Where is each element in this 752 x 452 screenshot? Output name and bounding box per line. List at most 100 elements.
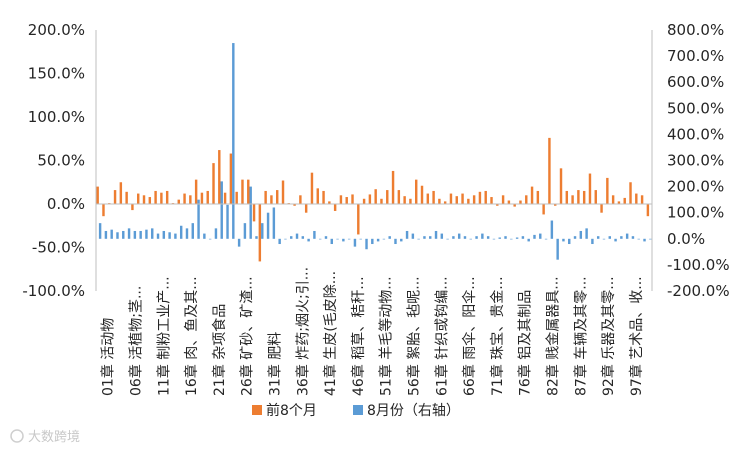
category-label: 26章 矿砂、矿渣... — [239, 276, 256, 396]
right-tick-label: 100.0% — [667, 204, 724, 222]
bar-series-1 — [380, 198, 383, 204]
watermark: 大数跨境 — [10, 429, 80, 445]
bar-series-1 — [472, 195, 476, 204]
bar-series-1 — [536, 190, 540, 204]
bar-series-2 — [226, 204, 229, 239]
bar-series-2 — [220, 181, 223, 239]
bar-series-1 — [200, 192, 204, 204]
bar-series-1 — [438, 198, 441, 204]
right-tick-label: 500.0% — [667, 99, 724, 117]
bar-series-1 — [432, 190, 435, 204]
left-tick-label: 0.0% — [47, 195, 85, 213]
bar-series-1 — [606, 177, 609, 204]
bar-series-2 — [539, 233, 542, 239]
bar-series-1 — [310, 172, 314, 204]
bar-series-2 — [151, 228, 154, 239]
legend-label-series-1: 前8个月 — [266, 402, 317, 419]
bar-series-2 — [139, 230, 142, 239]
category-label: 21章 杂项食品 — [211, 304, 228, 396]
bar-series-2 — [104, 230, 108, 239]
bar-series-1 — [235, 191, 238, 204]
category-label: 31章 肥料 — [267, 332, 284, 396]
bar-series-2 — [110, 229, 113, 239]
bar-series-2 — [533, 234, 536, 239]
right-axis-ticks: 800.0% 700.0% 600.0% 500.0% 400.0% 300.0% 200.… — [667, 21, 730, 300]
bar-series-2 — [486, 236, 490, 239]
category-label: 06章 活植物;茎... — [128, 286, 145, 396]
bar-series-1 — [548, 137, 551, 204]
bar-series-2 — [301, 236, 305, 239]
category-label: 51章 羊毛等动物... — [378, 276, 395, 396]
bar-series-1 — [542, 204, 545, 215]
bar-series-1 — [449, 193, 453, 204]
legend: 前8个月 8月份（右轴） — [252, 402, 460, 419]
bar-series-2 — [145, 229, 148, 239]
bar-series-2 — [232, 43, 235, 239]
bar-series-2 — [203, 233, 206, 239]
bar-series-1 — [571, 195, 574, 204]
bar-series-2 — [353, 238, 357, 247]
bar-series-2 — [133, 230, 137, 239]
bar-series-1 — [189, 195, 192, 204]
bar-series-1 — [530, 186, 534, 204]
bar-series-2 — [602, 238, 606, 240]
bar-series-2 — [261, 223, 264, 239]
bar-series-2 — [371, 238, 374, 245]
bar-series-2 — [620, 236, 623, 239]
bar-series-1 — [507, 200, 511, 204]
bar-series-1 — [496, 204, 499, 206]
bar-series-2 — [475, 236, 478, 239]
bar-series-2 — [625, 233, 629, 239]
bar-series-2 — [168, 232, 171, 239]
bar-series-1 — [125, 191, 128, 204]
watermark-logo-icon — [10, 429, 24, 443]
bar-series-1 — [368, 194, 372, 204]
bar-series-1 — [316, 188, 319, 204]
bar-series-2 — [347, 238, 351, 240]
category-labels: 01章 活动物 06章 活植物;茎... 11章 制粉工业产... 16章 肉、鱼及其… — [100, 267, 645, 396]
right-tick-label: 700.0% — [667, 47, 724, 65]
bar-series-2 — [208, 238, 212, 240]
bar-series-1 — [154, 190, 157, 204]
right-tick-label: 200.0% — [667, 178, 724, 196]
bar-series-1 — [339, 195, 343, 204]
bar-series-1 — [96, 186, 99, 204]
bar-series-2 — [197, 199, 200, 239]
bar-series-1 — [113, 190, 117, 204]
bar-series-1 — [160, 192, 163, 204]
category-label: 46章 稻草、秸秆... — [350, 276, 367, 396]
bar-series-1 — [565, 190, 569, 204]
bar-series-2 — [156, 233, 160, 239]
bar-series-2 — [214, 228, 218, 239]
bar-series-1 — [443, 201, 447, 204]
bar-series-1 — [403, 196, 406, 204]
bar-series-2 — [492, 238, 496, 240]
bar-series-2 — [544, 238, 548, 240]
bar-series-1 — [102, 204, 105, 217]
bar-series-1 — [461, 193, 464, 204]
bar-series-1 — [577, 190, 580, 204]
left-tick-label: 150.0% — [28, 65, 85, 83]
category-label: 76章 铝及其制品 — [517, 290, 534, 396]
bar-series-2 — [556, 238, 559, 260]
bar-series-2 — [457, 233, 461, 239]
bar-series-1 — [183, 193, 186, 204]
bar-series-2 — [463, 236, 467, 239]
bar-series-1 — [206, 190, 209, 204]
bar-series-1 — [281, 180, 285, 204]
bar-series-1 — [131, 204, 134, 211]
bar-series-2 — [649, 238, 652, 240]
bar-series-2 — [98, 223, 102, 239]
bar-series-2 — [174, 233, 177, 239]
left-tick-label: -100.0% — [22, 282, 85, 300]
bar-series-2 — [411, 233, 415, 239]
bar-series-1 — [559, 168, 563, 204]
left-tick-label: 100.0% — [28, 108, 85, 126]
bar-series-2 — [637, 238, 640, 240]
bar-series-1 — [258, 204, 262, 262]
bar-series-2 — [191, 223, 194, 239]
bar-series-2 — [429, 236, 432, 239]
bar-series-1 — [119, 182, 123, 204]
watermark-text: 大数跨境 — [28, 430, 80, 445]
bar-series-1 — [345, 197, 348, 204]
